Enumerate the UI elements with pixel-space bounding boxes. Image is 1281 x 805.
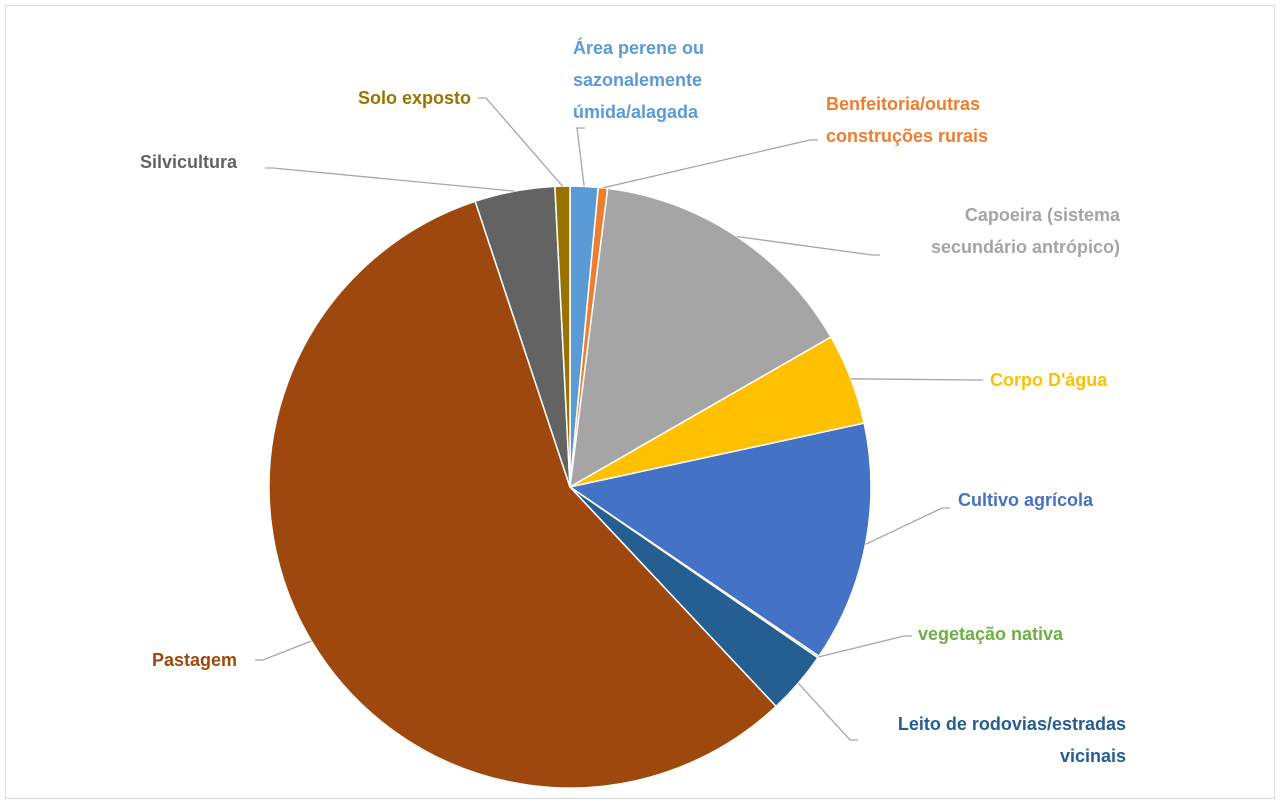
leader-line xyxy=(865,507,950,545)
pie-slice xyxy=(268,200,778,789)
slice-label: Pastagem xyxy=(152,650,238,670)
leader-line xyxy=(850,378,983,381)
slice-label: Cultivo agrícola xyxy=(958,490,1094,510)
pie-slice xyxy=(568,422,872,658)
leader-line xyxy=(818,635,912,658)
leader-line xyxy=(255,640,312,661)
leader-line xyxy=(265,167,515,192)
slice-label: vegetação nativa xyxy=(918,624,1064,644)
slice-label: Benfeitoria/outras construções rurais xyxy=(826,94,989,146)
slice-label: Silvicultura xyxy=(140,152,238,172)
leader-line xyxy=(797,682,858,741)
leader-line xyxy=(478,97,563,187)
slice-label: Capoeira (sistema secundário antrópico) xyxy=(930,205,1120,257)
leader-line xyxy=(736,235,880,256)
slice-label: Leito de rodovias/estradas vicinais xyxy=(897,714,1126,766)
slice-label: Solo exposto xyxy=(358,88,472,108)
leader-line xyxy=(602,139,818,189)
pie-slice xyxy=(569,187,833,489)
slice-label: Área perene ou sazonalemente úmida/alaga… xyxy=(573,38,705,122)
leader-line xyxy=(576,127,585,187)
slice-label: Corpo D'água xyxy=(990,370,1108,390)
